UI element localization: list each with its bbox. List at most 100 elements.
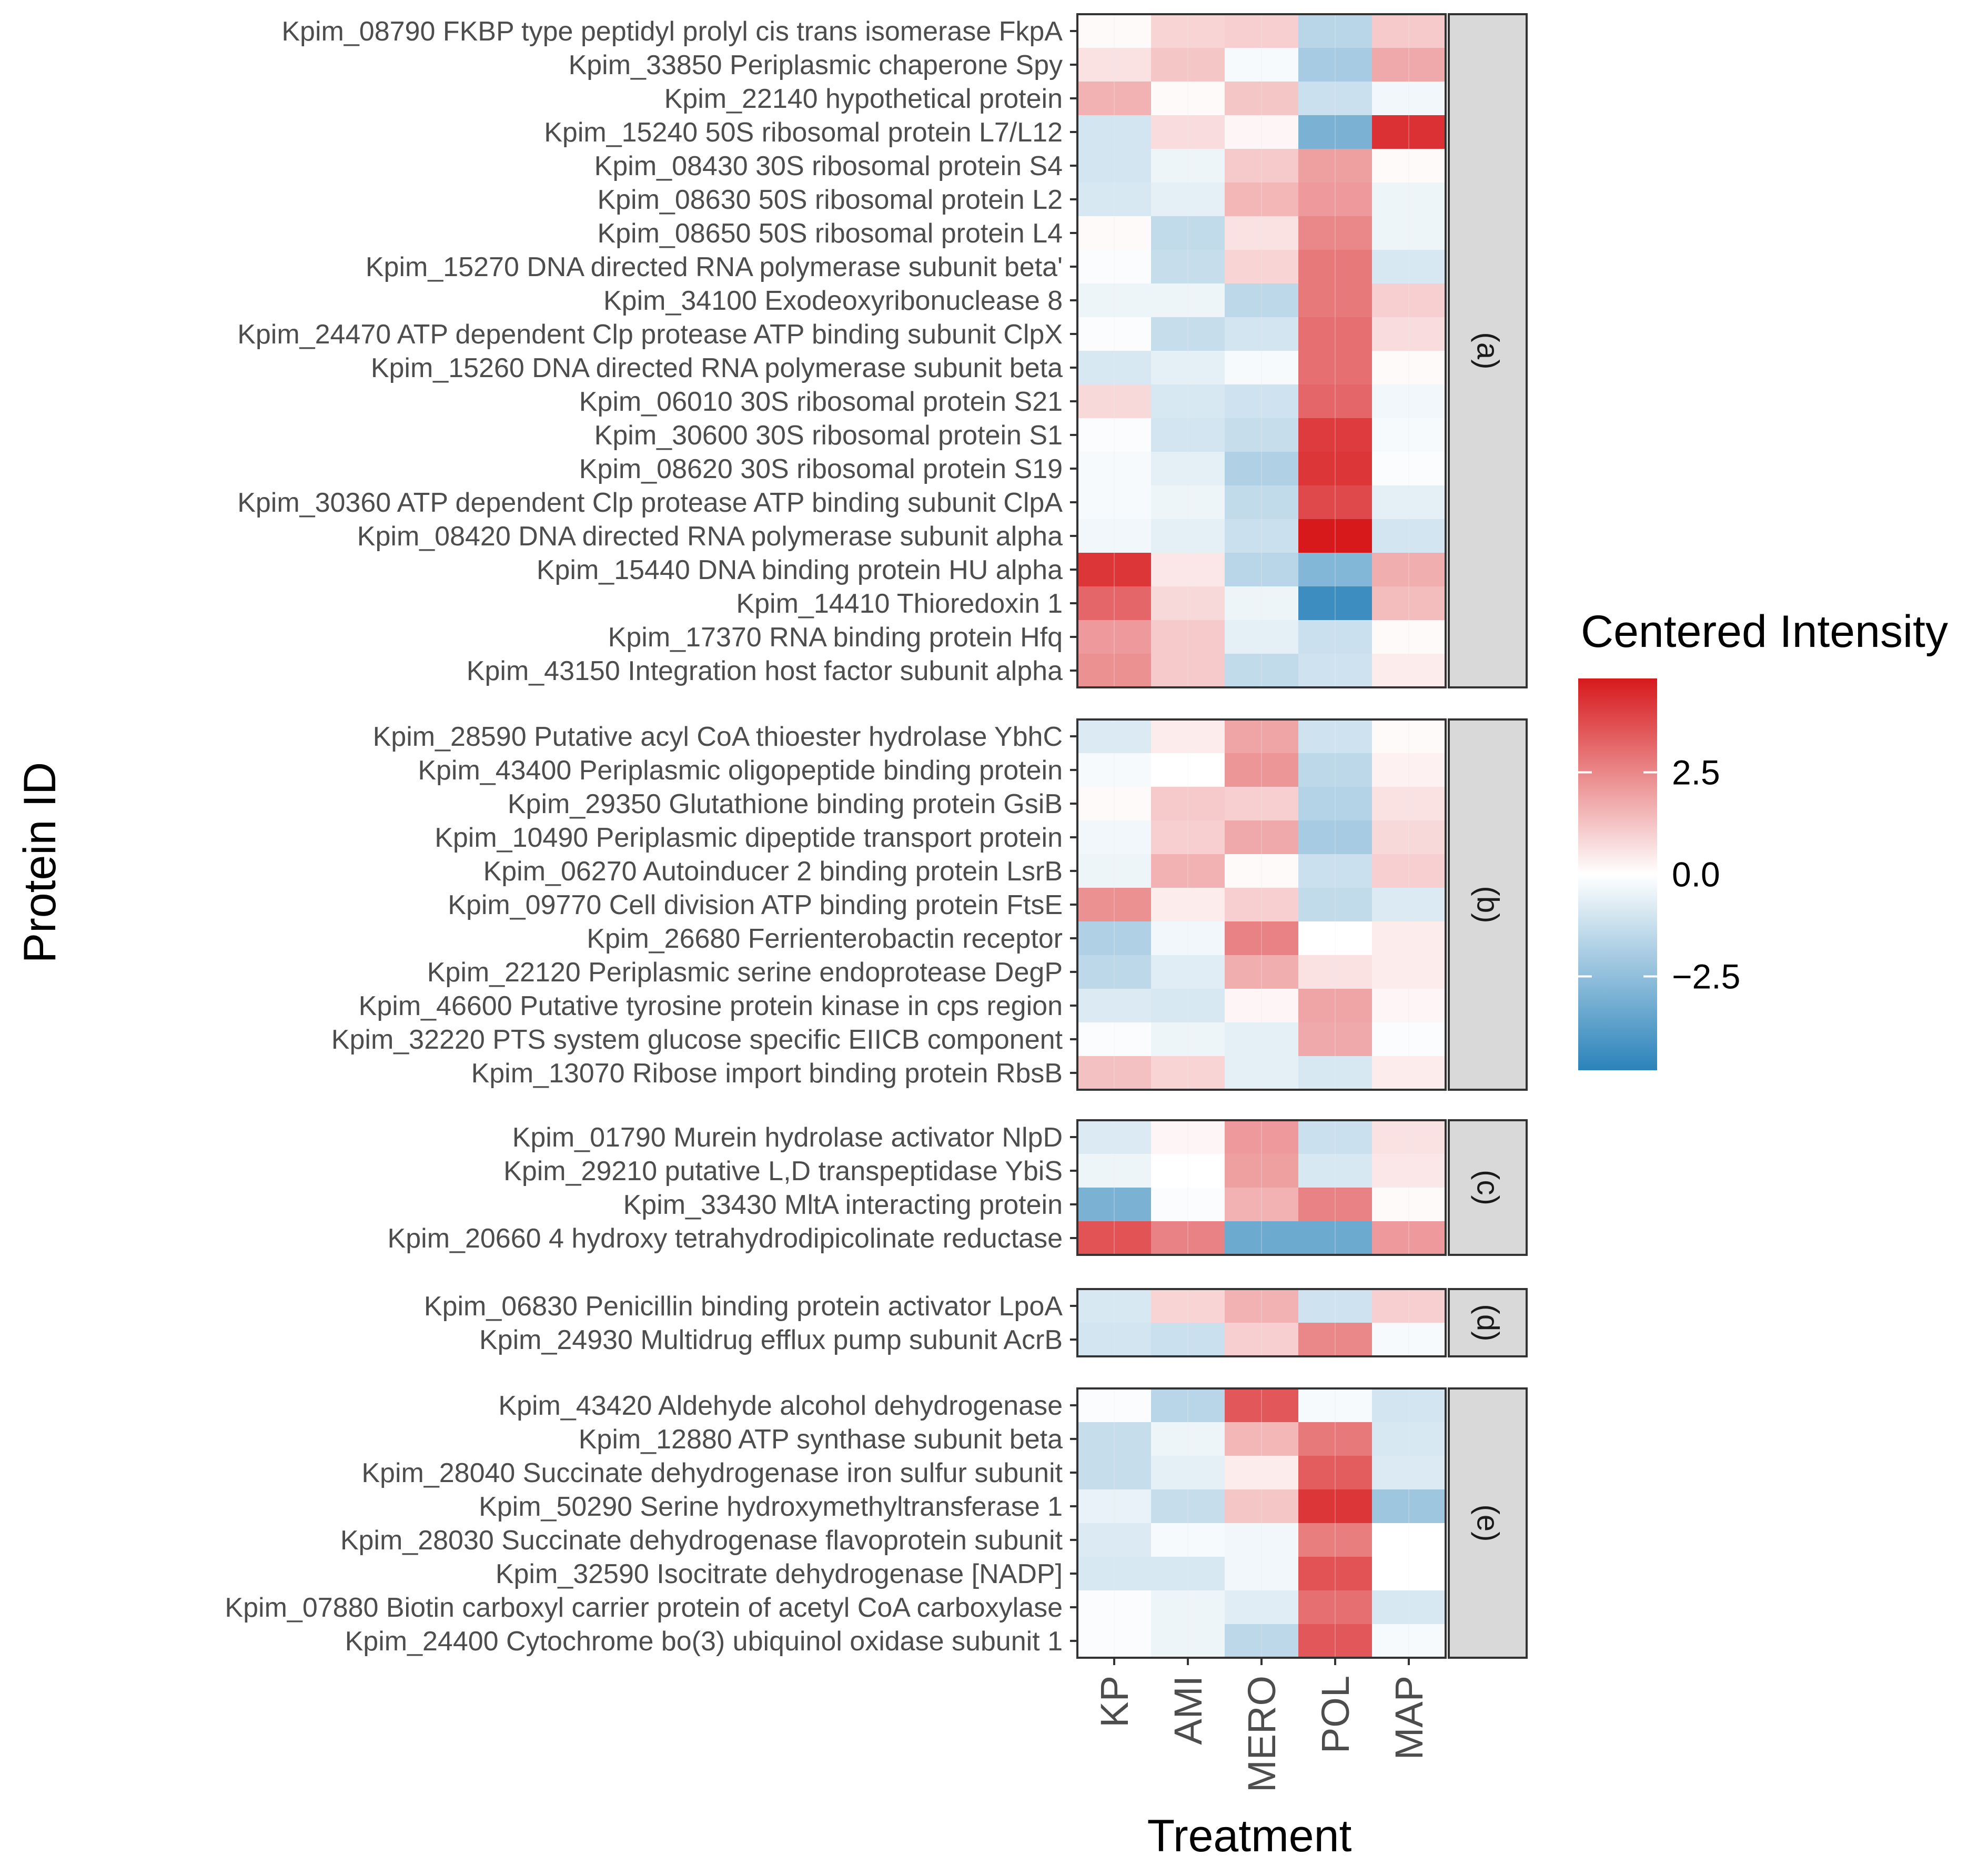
heatmap-cell xyxy=(1151,182,1225,217)
heatmap-cell xyxy=(1298,216,1373,250)
heatmap-cell xyxy=(1372,654,1446,688)
heatmap-cell xyxy=(1077,820,1152,855)
heatmap-row: Kpim_17370 RNA binding protein Hfq xyxy=(608,620,1446,654)
heatmap-row: Kpim_08620 30S ribosomal protein S19 xyxy=(579,452,1446,486)
heatmap-cell xyxy=(1225,1289,1299,1323)
heatmap-cell xyxy=(1372,1154,1446,1188)
heatmap-cell xyxy=(1225,1154,1299,1188)
heatmap-cell xyxy=(1151,921,1225,956)
heatmap-cell xyxy=(1225,654,1299,688)
heatmap-cell xyxy=(1077,452,1152,486)
row-label: Kpim_43420 Aldehyde alcohol dehydrogenas… xyxy=(498,1391,1063,1421)
heatmap-row: Kpim_10490 Periplasmic dipeptide transpo… xyxy=(435,820,1446,855)
heatmap-cell xyxy=(1298,418,1373,452)
panel-border xyxy=(1076,13,1447,688)
heatmap-cell xyxy=(1151,317,1225,351)
heatmap-cell xyxy=(1225,553,1299,587)
heatmap-cell xyxy=(1298,1489,1373,1524)
heatmap-cell xyxy=(1372,1289,1446,1323)
heatmap-cell xyxy=(1151,452,1225,486)
facet-panel-4: Kpim_06830 Penicillin binding protein ac… xyxy=(424,1288,1528,1357)
heatmap-cell xyxy=(1151,250,1225,284)
row-label: Kpim_30360 ATP dependent Clp protease AT… xyxy=(237,488,1063,518)
heatmap-cell xyxy=(1372,1590,1446,1625)
panel-border xyxy=(1076,718,1447,1091)
x-tick-label: POL xyxy=(1314,1676,1357,1753)
row-label: Kpim_15440 DNA binding protein HU alpha xyxy=(537,555,1063,585)
heatmap-cell xyxy=(1372,1388,1446,1423)
heatmap-cell xyxy=(1077,888,1152,922)
heatmap-row: Kpim_32590 Isocitrate dehydrogenase [NAD… xyxy=(496,1557,1446,1591)
heatmap-cell xyxy=(1151,1289,1225,1323)
heatmap-cell xyxy=(1151,216,1225,250)
heatmap-cell xyxy=(1077,854,1152,888)
heatmap-cell xyxy=(1151,1323,1225,1357)
facet-panel-1: Kpim_08790 FKBP type peptidyl prolyl cis… xyxy=(237,13,1528,688)
heatmap-cell xyxy=(1077,418,1152,452)
heatmap-row: Kpim_24400 Cytochrome bo(3) ubiquinol ox… xyxy=(345,1624,1446,1658)
heatmap-cell xyxy=(1372,955,1446,989)
heatmap-cell xyxy=(1151,115,1225,149)
row-label: Kpim_34100 Exodeoxyribonuclease 8 xyxy=(603,286,1063,316)
row-label: Kpim_08650 50S ribosomal protein L4 xyxy=(597,218,1063,249)
heatmap-row: Kpim_15440 DNA binding protein HU alpha xyxy=(537,553,1446,587)
heatmap-cell xyxy=(1298,1056,1373,1090)
heatmap-cell xyxy=(1077,553,1152,587)
heatmap-cell xyxy=(1225,1188,1299,1222)
heatmap-cell xyxy=(1151,1557,1225,1591)
legend-tick-label: −2.5 xyxy=(1672,957,1740,996)
heatmap-cell xyxy=(1298,384,1373,419)
heatmap-cell xyxy=(1151,1523,1225,1557)
heatmap-cell xyxy=(1077,1590,1152,1625)
heatmap-cell xyxy=(1298,753,1373,787)
heatmap-row: Kpim_15270 DNA directed RNA polymerase s… xyxy=(366,250,1446,284)
heatmap-cell xyxy=(1151,586,1225,621)
heatmap-cell xyxy=(1151,1590,1225,1625)
heatmap-cell xyxy=(1298,182,1373,217)
heatmap-row: Kpim_46600 Putative tyrosine protein kin… xyxy=(359,989,1446,1023)
heatmap-cell xyxy=(1225,820,1299,855)
heatmap-cell xyxy=(1225,1557,1299,1591)
heatmap-cell xyxy=(1298,14,1373,48)
heatmap-cell xyxy=(1372,317,1446,351)
row-label: Kpim_26680 Ferrienterobactin receptor xyxy=(587,924,1063,954)
row-label: Kpim_15240 50S ribosomal protein L7/L12 xyxy=(544,117,1063,148)
heatmap-cell xyxy=(1372,250,1446,284)
heatmap-cell xyxy=(1298,48,1373,82)
heatmap-cell xyxy=(1077,182,1152,217)
row-label: Kpim_06010 30S ribosomal protein S21 xyxy=(579,387,1063,417)
heatmap-cell xyxy=(1372,1323,1446,1357)
heatmap-cell xyxy=(1077,1120,1152,1154)
heatmap-cell xyxy=(1225,1422,1299,1456)
heatmap-cell xyxy=(1151,485,1225,520)
row-label: Kpim_29210 putative L,D transpeptidase Y… xyxy=(503,1156,1063,1186)
heatmap-cell xyxy=(1151,553,1225,587)
facet-strip-label: (e) xyxy=(1471,1505,1505,1542)
heatmap-cell xyxy=(1298,317,1373,351)
panel-border xyxy=(1076,1119,1447,1256)
heatmap-cell xyxy=(1372,115,1446,149)
row-label: Kpim_20660 4 hydroxy tetrahydrodipicolin… xyxy=(388,1223,1063,1254)
row-label: Kpim_08620 30S ribosomal protein S19 xyxy=(579,454,1063,484)
row-label: Kpim_24930 Multidrug efflux pump subunit… xyxy=(479,1325,1063,1355)
facet-panel-2: Kpim_28590 Putative acyl CoA thioester h… xyxy=(331,718,1528,1091)
panel-border xyxy=(1076,1288,1447,1357)
heatmap-cell xyxy=(1372,519,1446,553)
heatmap-cell xyxy=(1298,1120,1373,1154)
heatmap-cell xyxy=(1298,115,1373,149)
heatmap-cell xyxy=(1225,1323,1299,1357)
heatmap-cell xyxy=(1372,1456,1446,1490)
heatmap-cell xyxy=(1298,620,1373,654)
facet-panel-3: Kpim_01790 Murein hydrolase activator Nl… xyxy=(388,1119,1528,1256)
heatmap-cell xyxy=(1077,115,1152,149)
heatmap-cell xyxy=(1225,586,1299,621)
heatmap-cell xyxy=(1298,452,1373,486)
heatmap-cell xyxy=(1225,921,1299,956)
heatmap-cell xyxy=(1077,384,1152,419)
heatmap-cell xyxy=(1151,1624,1225,1658)
facet-strip: (e) xyxy=(1448,1387,1528,1659)
heatmap-cell xyxy=(1372,418,1446,452)
row-label: Kpim_33430 MltA interacting protein xyxy=(623,1190,1063,1220)
heatmap-cell xyxy=(1225,182,1299,217)
heatmap-cell xyxy=(1225,1056,1299,1090)
